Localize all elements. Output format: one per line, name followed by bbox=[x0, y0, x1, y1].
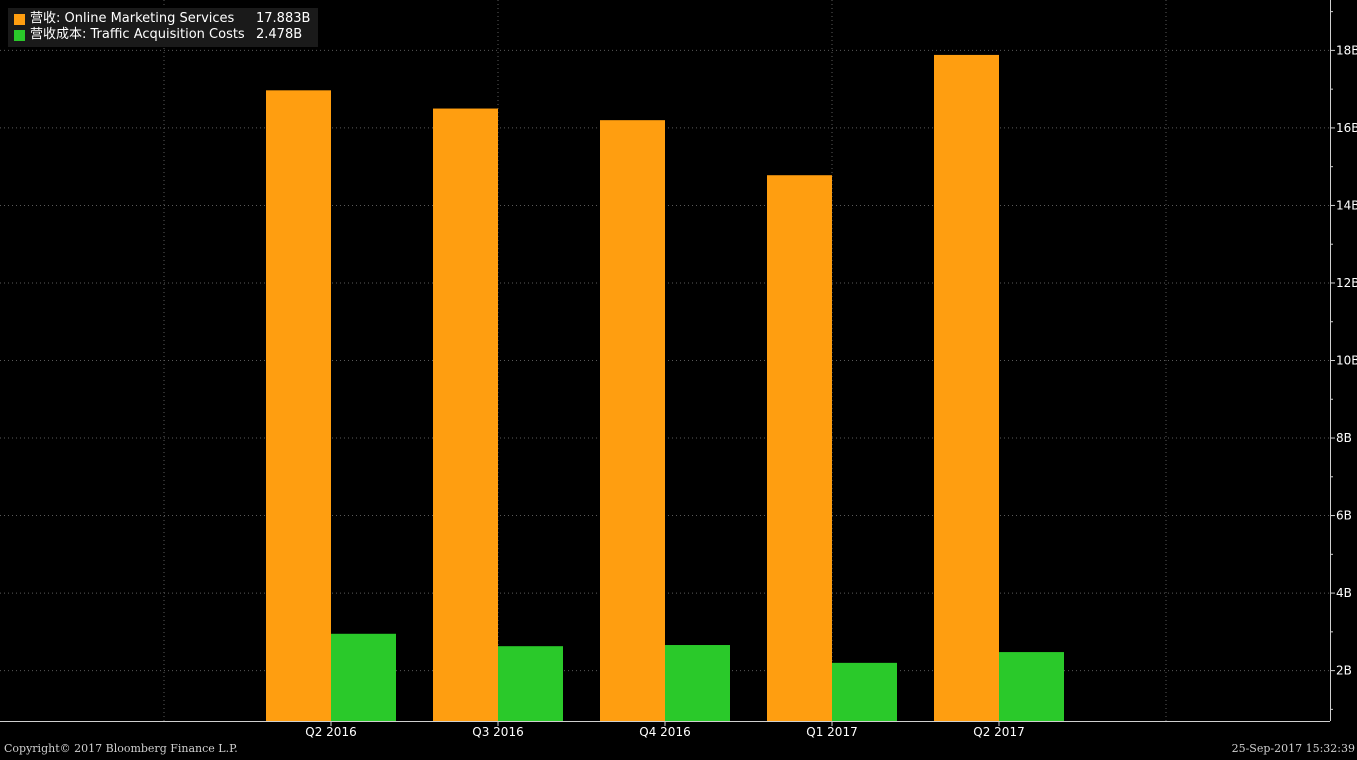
x-tick-label: Q4 2016 bbox=[639, 725, 690, 739]
bar-traffic-acquisition-costs bbox=[999, 652, 1064, 721]
chart-legend: 营收: Online Marketing Services 17.883B 营收… bbox=[8, 8, 319, 47]
y-tick-label: 16B bbox=[1336, 121, 1357, 135]
bar-online-marketing-services bbox=[433, 108, 498, 721]
x-tick-label: Q2 2017 bbox=[973, 725, 1024, 739]
legend-label-tac: 营收成本: Traffic Acquisition Costs bbox=[30, 27, 245, 42]
y-tick-label: 4B bbox=[1336, 586, 1352, 600]
bar-online-marketing-services bbox=[266, 90, 331, 721]
bar-traffic-acquisition-costs bbox=[498, 646, 563, 721]
legend-swatch-tac bbox=[14, 29, 25, 41]
legend-value-revenue: 17.883B bbox=[256, 11, 311, 26]
x-tick-label: Q2 2016 bbox=[305, 725, 356, 739]
bar-online-marketing-services bbox=[600, 120, 665, 721]
legend-entry-tac: 营收成本: Traffic Acquisition Costs 2.478B bbox=[14, 27, 310, 43]
bar-traffic-acquisition-costs bbox=[832, 662, 897, 721]
copyright-text: Copyright© 2017 Bloomberg Finance L.P. bbox=[4, 742, 238, 755]
bar-online-marketing-services bbox=[934, 54, 999, 721]
footer: Copyright© 2017 Bloomberg Finance L.P. 2… bbox=[0, 740, 1357, 756]
bar-traffic-acquisition-costs bbox=[331, 633, 396, 721]
bar-online-marketing-services bbox=[767, 175, 832, 721]
axes: 2B 4B 6B 8B 10B 12B 14B 16B 18B Q2 2016 Q3 2016 Q4 … bbox=[0, 0, 1357, 739]
legend-entry-revenue: 营收: Online Marketing Services 17.883B bbox=[14, 11, 310, 27]
x-tick-label: Q1 2017 bbox=[806, 725, 857, 739]
bar-traffic-acquisition-costs bbox=[665, 645, 730, 721]
y-tick-label: 12B bbox=[1336, 276, 1357, 290]
y-tick-label: 14B bbox=[1336, 198, 1357, 212]
x-tick-label: Q3 2016 bbox=[472, 725, 523, 739]
legend-value-tac: 2.478B bbox=[256, 27, 303, 42]
y-tick-label: 2B bbox=[1336, 664, 1352, 678]
y-tick-label: 8B bbox=[1336, 431, 1352, 445]
bars bbox=[266, 54, 1064, 721]
y-tick-label: 18B bbox=[1336, 43, 1357, 57]
legend-swatch-revenue bbox=[14, 13, 25, 25]
y-tick-label: 6B bbox=[1336, 509, 1352, 523]
timestamp-text: 25-Sep-2017 15:32:39 bbox=[1231, 742, 1355, 755]
legend-label-revenue: 营收: Online Marketing Services bbox=[30, 11, 235, 26]
y-tick-label: 10B bbox=[1336, 354, 1357, 368]
